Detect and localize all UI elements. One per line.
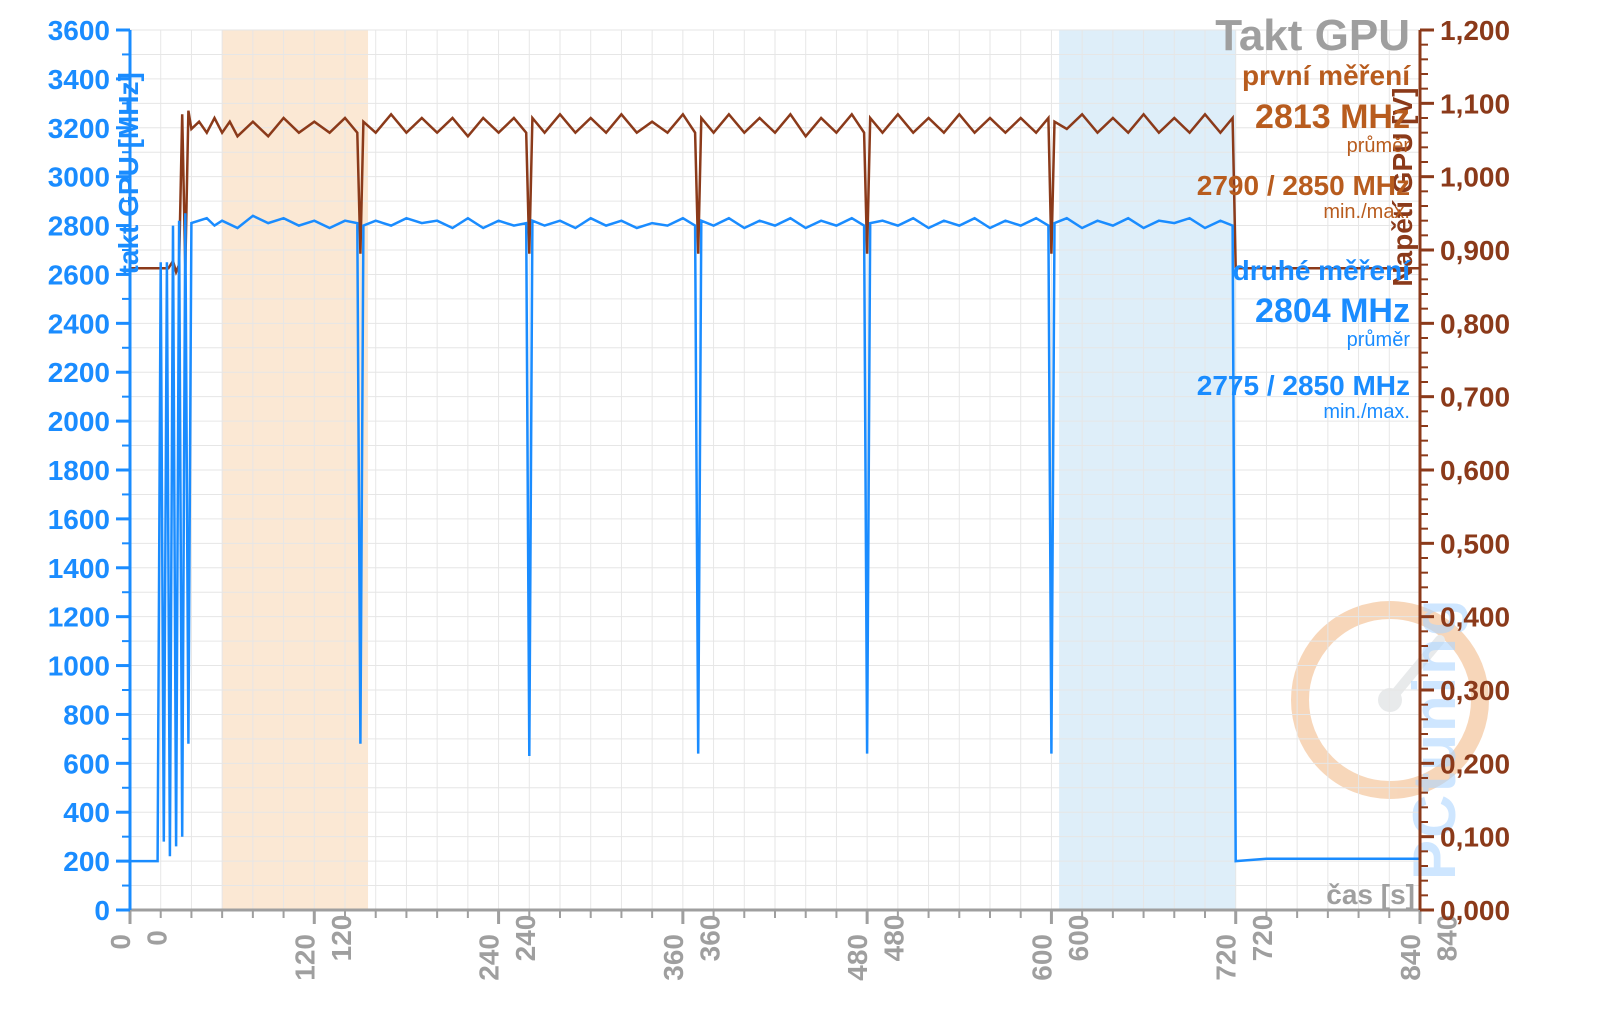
chart-title: Takt GPU <box>1215 11 1410 60</box>
y-left-axis-label: takt GPU [MHz] <box>113 72 144 274</box>
y-left-tick-label: 2800 <box>48 211 110 242</box>
annotation: průměr <box>1347 329 1411 351</box>
annotation: min./max. <box>1323 401 1410 423</box>
y-left-tick-label: 3400 <box>48 64 110 95</box>
y-left-tick-label: 3600 <box>48 15 110 46</box>
y-right-tick-label: 0,800 <box>1440 308 1510 339</box>
y-right-tick-label: 1,100 <box>1440 88 1510 119</box>
annotation: 2813 MHz <box>1255 98 1410 136</box>
annotation: druhé měření <box>1233 255 1412 286</box>
x-tick-label: 720 <box>1211 934 1242 981</box>
x-tick-label: 360 <box>658 934 689 981</box>
y-right-tick-label: 0,400 <box>1440 602 1510 633</box>
x-tick-label: 0 <box>105 934 136 950</box>
x-tick-label: 240 <box>510 915 541 962</box>
y-left-tick-label: 1800 <box>48 455 110 486</box>
x-tick-label: 480 <box>879 915 910 962</box>
y-right-tick-label: 1,200 <box>1440 15 1510 46</box>
y-right-tick-label: 0,900 <box>1440 235 1510 266</box>
x-axis-label: čas [s] <box>1326 879 1415 910</box>
y-right-tick-label: 0,300 <box>1440 675 1510 706</box>
y-right-tick-label: 0,700 <box>1440 382 1510 413</box>
y-left-tick-label: 1000 <box>48 651 110 682</box>
y-right-tick-label: 1,000 <box>1440 162 1510 193</box>
x-tick-label: 120 <box>326 915 357 962</box>
x-tick-label: 0 <box>142 930 173 946</box>
y-right-tick-label: 0,000 <box>1440 895 1510 926</box>
y-left-tick-label: 1600 <box>48 504 110 535</box>
annotation: první měření <box>1242 60 1411 91</box>
annotation: min./max. <box>1323 201 1410 223</box>
y-left-tick-label: 2600 <box>48 259 110 290</box>
x-tick-label: 840 <box>1395 934 1426 981</box>
y-left-tick-label: 2000 <box>48 406 110 437</box>
annotation: 2775 / 2850 MHz <box>1197 370 1410 401</box>
x-tick-label: 480 <box>842 934 873 981</box>
annotation: 2790 / 2850 MHz <box>1197 170 1410 201</box>
y-left-tick-label: 1400 <box>48 553 110 584</box>
x-tick-label: 600 <box>1026 934 1057 981</box>
y-right-tick-label: 0,100 <box>1440 822 1510 853</box>
gpu-clock-chart: PCtuning01202403604806007208400120240360… <box>0 0 1600 1009</box>
x-tick-label: 600 <box>1063 915 1094 962</box>
annotation: 2804 MHz <box>1255 292 1410 330</box>
y-right-tick-label: 0,600 <box>1440 455 1510 486</box>
y-left-tick-label: 600 <box>63 748 110 779</box>
x-tick-label: 120 <box>289 934 320 981</box>
y-left-tick-label: 0 <box>94 895 110 926</box>
y-right-tick-label: 0,500 <box>1440 528 1510 559</box>
y-left-tick-label: 200 <box>63 846 110 877</box>
annotation: průměr <box>1347 135 1411 157</box>
y-left-tick-label: 400 <box>63 797 110 828</box>
y-right-tick-label: 0,200 <box>1440 748 1510 779</box>
y-left-tick-label: 3200 <box>48 113 110 144</box>
y-left-tick-label: 2400 <box>48 308 110 339</box>
y-left-tick-label: 3000 <box>48 162 110 193</box>
y-left-tick-label: 800 <box>63 699 110 730</box>
y-left-tick-label: 1200 <box>48 602 110 633</box>
x-tick-label: 720 <box>1247 915 1278 962</box>
x-tick-label: 240 <box>474 934 505 981</box>
y-left-tick-label: 2200 <box>48 357 110 388</box>
x-tick-label: 360 <box>694 915 725 962</box>
